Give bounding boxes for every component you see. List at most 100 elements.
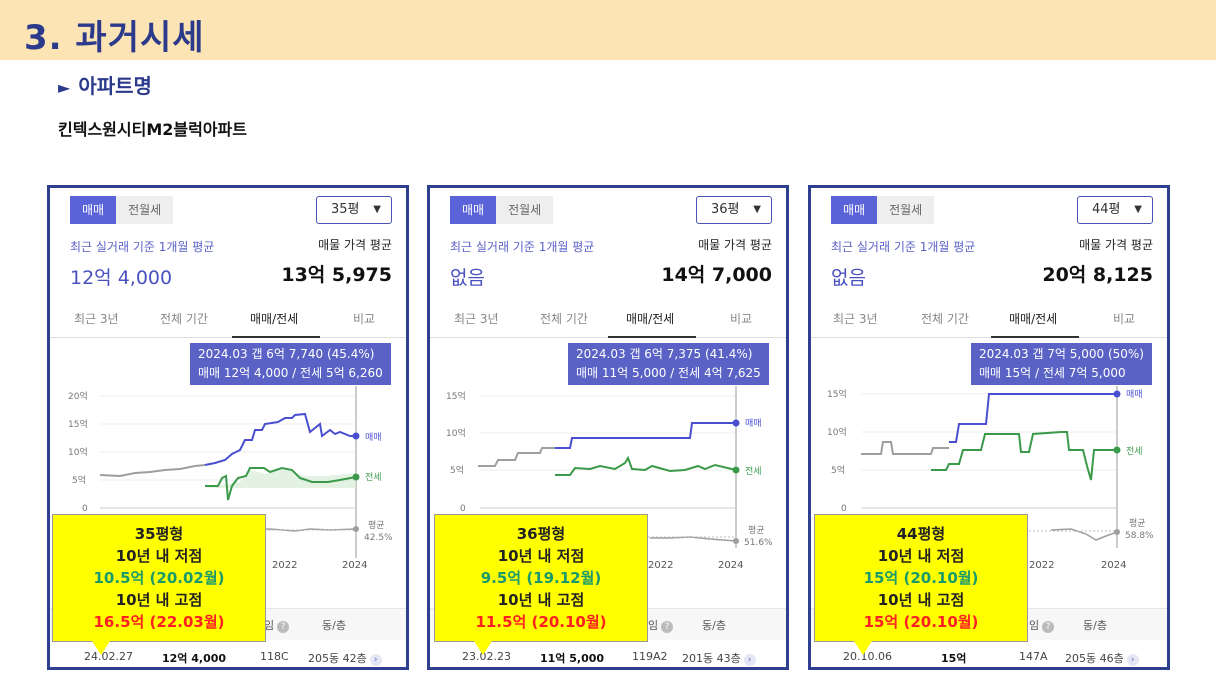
past-price-line [861,441,949,455]
series-label-jeonse: 전세 [365,472,382,483]
note-high-label: 10년 내 고점 [497,591,585,609]
tab-all-period[interactable]: 전체 기간 [921,312,969,326]
y-tick-label: 10억 [446,427,466,439]
note-high-value: 16.5억 (22.03월) [93,613,225,631]
size-select-value: 36평 [711,202,740,217]
x-axis-year: 2024 [342,560,368,571]
note-high-value: 11.5억 (20.10월) [475,613,607,631]
note-high-label: 10년 내 고점 [877,591,965,609]
toggle-sale[interactable]: 매매 [450,196,497,224]
active-tab-underline [608,336,696,338]
size-select-value: 35평 [331,202,360,217]
note-tail [474,641,492,655]
header-col: 임? [1029,617,1055,633]
ratio-current-point [353,526,359,532]
series-label-sale: 매매 [365,432,382,443]
tab-recent-3y[interactable]: 최근 3년 [74,312,119,326]
tab-compare[interactable]: 비교 [730,312,753,326]
ratio-line [650,536,737,542]
jeonse-price-line [931,431,1117,481]
series-label-jeonse: 전세 [745,466,762,477]
deal-area: 118C [260,650,289,663]
sale-price-line [949,393,1117,443]
chevron-down-icon: ▼ [753,204,761,215]
past-price-line [478,447,555,467]
note-low-label: 10년 내 저점 [497,547,585,565]
help-icon[interactable]: ? [1042,621,1055,633]
y-tick-label: 10억 [827,426,847,438]
header-col-dongfloor: 동/층 [1083,619,1107,632]
tab-all-period[interactable]: 전체 기간 [540,312,588,326]
price-chart: 20억 15억 10억 5억 0 매매 전세 평균 42.5% [68,386,393,558]
tab-sale-jeonse[interactable]: 매매/전세 [250,312,299,326]
y-tick-label: 15억 [827,388,847,400]
tooltip-gap: 2024.03 갭 7억 5,000 (50%) [979,347,1144,361]
tab-recent-3y[interactable]: 최근 3년 [833,312,878,326]
recent-deal-caption: 최근 실거래 기준 1개월 평균 [831,240,976,254]
jeonse-current-point [732,466,740,474]
tab-sale-jeonse[interactable]: 매매/전세 [626,312,675,326]
header-col: 임? [264,617,290,633]
toggle-rent[interactable]: 전월세 [877,196,935,224]
toggle-sale[interactable]: 매매 [70,196,117,224]
period-tabs: 최근 3년 전체 기간 매매/전세 비교 [811,300,1167,338]
toggle-rent[interactable]: 전월세 [496,196,554,224]
y-tick-label: 0 [841,504,847,514]
series-label-ratio: 평균 [368,520,385,531]
help-icon[interactable]: ? [277,621,290,633]
tooltip-prices: 매매 15억 / 전세 7억 5,000 [979,366,1126,380]
size-select[interactable]: 44평 ▼ [1077,196,1153,224]
recent-deal-value: 없음 [450,267,485,289]
price-panel-35: 매매 전월세 35평 ▼ 최근 실거래 기준 1개월 평균 12억 4,000 … [47,185,409,670]
sale-price-line [204,412,356,466]
toggle-rent[interactable]: 전월세 [116,196,174,224]
ratio-current-point [733,538,739,544]
tooltip-prices: 매매 12억 4,000 / 전세 5억 6,260 [198,366,383,380]
note-low-label: 10년 내 저점 [877,547,965,565]
tooltip-prices: 매매 11억 5,000 / 전세 4억 7,625 [576,366,761,380]
x-axis-year: 2022 [1029,560,1055,571]
chevron-right-icon[interactable]: › [1126,654,1139,666]
deal-dongfloor: 205동 46층 › [1065,650,1139,666]
tab-all-period[interactable]: 전체 기간 [160,312,208,326]
tooltip-gap: 2024.03 갭 6억 7,740 (45.4%) [198,347,375,361]
active-tab-underline [991,336,1079,338]
tab-recent-3y[interactable]: 최근 3년 [454,312,499,326]
y-tick-label: 20억 [68,390,88,402]
y-tick-label: 5억 [450,464,464,476]
listing-price-value: 14억 7,000 [661,264,772,286]
chart-tooltip: 2024.03 갭 6억 7,375 (41.4%) 매매 11억 5,000 … [568,343,769,385]
chevron-right-icon[interactable]: › [743,654,756,666]
deal-type-toggle[interactable]: 매매 전월세 [70,196,174,224]
help-icon[interactable]: ? [661,621,674,633]
toggle-sale[interactable]: 매매 [831,196,878,224]
deal-type-toggle[interactable]: 매매 전월세 [831,196,935,224]
header-col: 임? [648,617,674,633]
size-select[interactable]: 36평 ▼ [696,196,772,224]
note-low-value: 15억 (20.10월) [863,569,979,587]
deal-area: 147A [1019,650,1048,663]
y-tick-label: 0 [82,504,88,514]
sale-current-point [1113,390,1121,398]
deal-price: 12억 4,000 [162,652,227,665]
tab-compare[interactable]: 비교 [1113,312,1136,326]
tab-compare[interactable]: 비교 [353,312,376,326]
table-row[interactable]: 23.02.23 11억 5,000 119A2 201동 43층 › [430,644,786,667]
jeonse-current-point [352,473,360,481]
deal-type-toggle[interactable]: 매매 전월세 [450,196,554,224]
sale-price-line [555,422,736,449]
ratio-line [1050,528,1118,541]
chevron-right-icon[interactable]: › [369,654,382,666]
note-callout-44: 44평형 10년 내 저점 15억 (20.10월) 10년 내 고점 15억 … [814,514,1028,642]
series-label-ratio: 평균 [1129,518,1146,529]
listing-price-caption: 매물 가격 평균 [318,238,392,252]
period-tabs: 최근 3년 전체 기간 매매/전세 비교 [430,300,786,338]
chart-tooltip: 2024.03 갭 7억 5,000 (50%) 매매 15억 / 전세 7억 … [971,343,1152,385]
tab-sale-jeonse[interactable]: 매매/전세 [1009,312,1058,326]
deal-price: 15억 [941,652,967,665]
size-select[interactable]: 35평 ▼ [316,196,392,224]
x-axis-year: 2024 [1101,560,1127,571]
note-high-value: 15억 (20.10월) [863,613,979,631]
note-low-label: 10년 내 저점 [115,547,203,565]
ratio-value: 58.8% [1125,531,1154,541]
